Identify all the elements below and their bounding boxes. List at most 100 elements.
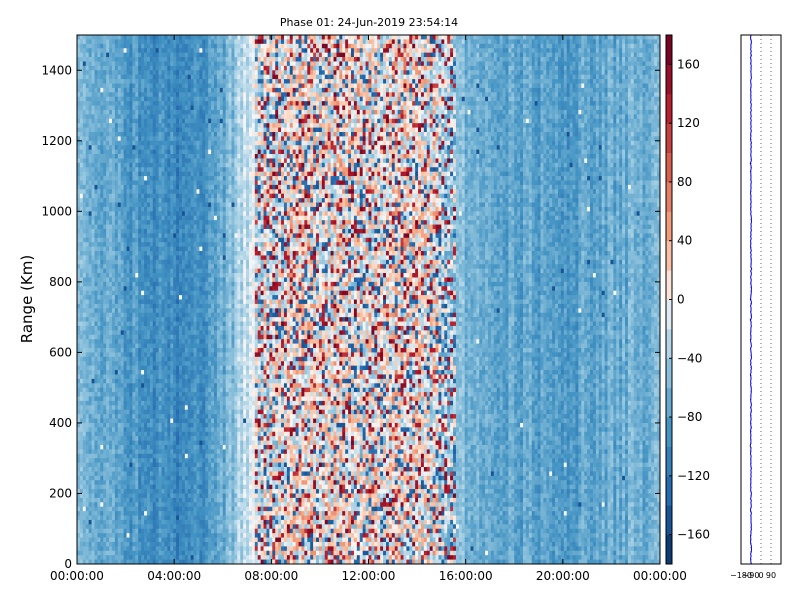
heatmap-cell bbox=[167, 141, 170, 146]
heatmap-cell bbox=[92, 194, 95, 199]
heatmap-cell bbox=[176, 308, 179, 313]
heatmap-cell bbox=[173, 203, 176, 208]
heatmap-cell bbox=[153, 335, 156, 340]
heatmap-cell bbox=[167, 39, 170, 44]
heatmap-cell bbox=[94, 419, 97, 424]
heatmap-cell bbox=[191, 242, 194, 247]
heatmap-cell bbox=[153, 392, 156, 397]
heatmap-cell bbox=[182, 92, 185, 97]
heatmap-cell bbox=[185, 516, 188, 521]
heatmap-cell bbox=[153, 366, 156, 371]
heatmap-cell bbox=[156, 75, 159, 80]
heatmap-cell bbox=[135, 542, 138, 547]
heatmap-cell bbox=[115, 53, 118, 58]
heatmap-cell bbox=[147, 136, 150, 141]
heatmap-cell bbox=[109, 379, 112, 384]
heatmap-cell bbox=[144, 361, 147, 366]
heatmap-cell bbox=[106, 48, 109, 53]
heatmap-cell bbox=[92, 335, 95, 340]
heatmap-cell bbox=[129, 524, 132, 529]
heatmap-cell bbox=[144, 44, 147, 49]
heatmap-cell bbox=[106, 423, 109, 428]
heatmap-cell bbox=[124, 57, 127, 62]
heatmap-cell bbox=[94, 114, 97, 119]
heatmap-cell bbox=[109, 551, 112, 556]
heatmap-cell bbox=[94, 357, 97, 362]
heatmap-cell bbox=[115, 286, 118, 291]
heatmap-cell bbox=[167, 185, 170, 190]
heatmap-cell bbox=[176, 128, 179, 133]
heatmap-cell bbox=[173, 414, 176, 419]
heatmap-cell bbox=[100, 493, 103, 498]
heatmap-cell bbox=[138, 238, 141, 243]
heatmap-cell bbox=[182, 101, 185, 106]
heatmap-cell bbox=[83, 471, 86, 476]
heatmap-cell bbox=[147, 172, 150, 177]
heatmap-cell bbox=[197, 154, 200, 159]
heatmap-cell bbox=[141, 154, 144, 159]
heatmap-cell bbox=[109, 136, 112, 141]
heatmap-cell bbox=[185, 423, 188, 428]
heatmap-cell bbox=[115, 44, 118, 49]
heatmap-cell bbox=[103, 57, 106, 62]
heatmap-cell bbox=[182, 123, 185, 128]
heatmap-cell bbox=[159, 423, 162, 428]
heatmap-cell bbox=[92, 427, 95, 432]
heatmap-cell bbox=[167, 467, 170, 472]
heatmap-cell bbox=[80, 128, 83, 133]
heatmap-cell bbox=[170, 225, 173, 230]
heatmap-cell bbox=[147, 194, 150, 199]
heatmap-cell bbox=[94, 383, 97, 388]
heatmap-cell bbox=[83, 154, 86, 159]
heatmap-cell bbox=[127, 476, 130, 481]
heatmap-cell bbox=[188, 317, 191, 322]
heatmap-cell bbox=[83, 366, 86, 371]
heatmap-cell bbox=[83, 427, 86, 432]
heatmap-cell bbox=[179, 383, 182, 388]
heatmap-cell bbox=[118, 467, 121, 472]
heatmap-cell bbox=[197, 238, 200, 243]
heatmap-cell bbox=[129, 304, 132, 309]
heatmap-cell bbox=[159, 317, 162, 322]
heatmap-cell bbox=[115, 410, 118, 415]
heatmap-cell bbox=[94, 176, 97, 181]
heatmap-cell bbox=[144, 123, 147, 128]
heatmap-cell bbox=[182, 44, 185, 49]
heatmap-cell bbox=[164, 427, 167, 432]
heatmap-cell bbox=[121, 198, 124, 203]
heatmap-cell bbox=[135, 238, 138, 243]
heatmap-cell bbox=[141, 123, 144, 128]
heatmap-cell bbox=[173, 344, 176, 349]
heatmap-cell bbox=[89, 229, 92, 234]
heatmap-cell bbox=[92, 449, 95, 454]
heatmap-cell bbox=[106, 273, 109, 278]
heatmap-cell bbox=[135, 88, 138, 93]
heatmap-cell bbox=[170, 339, 173, 344]
heatmap-cell bbox=[83, 445, 86, 450]
heatmap-cell bbox=[191, 388, 194, 393]
heatmap-cell bbox=[197, 203, 200, 208]
heatmap-cell bbox=[80, 436, 83, 441]
heatmap-cell bbox=[124, 489, 127, 494]
heatmap-cell bbox=[86, 220, 89, 225]
heatmap-cell bbox=[159, 529, 162, 534]
heatmap-cell bbox=[86, 269, 89, 274]
heatmap-cell bbox=[162, 410, 165, 415]
heatmap-cell bbox=[176, 158, 179, 163]
heatmap-cell bbox=[147, 189, 150, 194]
heatmap-cell bbox=[153, 308, 156, 313]
heatmap-cell bbox=[159, 132, 162, 137]
heatmap-cell bbox=[191, 44, 194, 49]
heatmap-cell bbox=[103, 441, 106, 446]
heatmap-cell bbox=[153, 383, 156, 388]
heatmap-cell bbox=[103, 198, 106, 203]
heatmap-cell bbox=[132, 502, 135, 507]
heatmap-cell bbox=[138, 555, 141, 560]
heatmap-cell bbox=[92, 392, 95, 397]
heatmap-cell bbox=[138, 507, 141, 512]
heatmap-cell bbox=[138, 511, 141, 516]
heatmap-cell bbox=[141, 322, 144, 327]
heatmap-cell bbox=[194, 555, 197, 560]
heatmap-cell bbox=[135, 344, 138, 349]
heatmap-cell bbox=[132, 211, 135, 216]
